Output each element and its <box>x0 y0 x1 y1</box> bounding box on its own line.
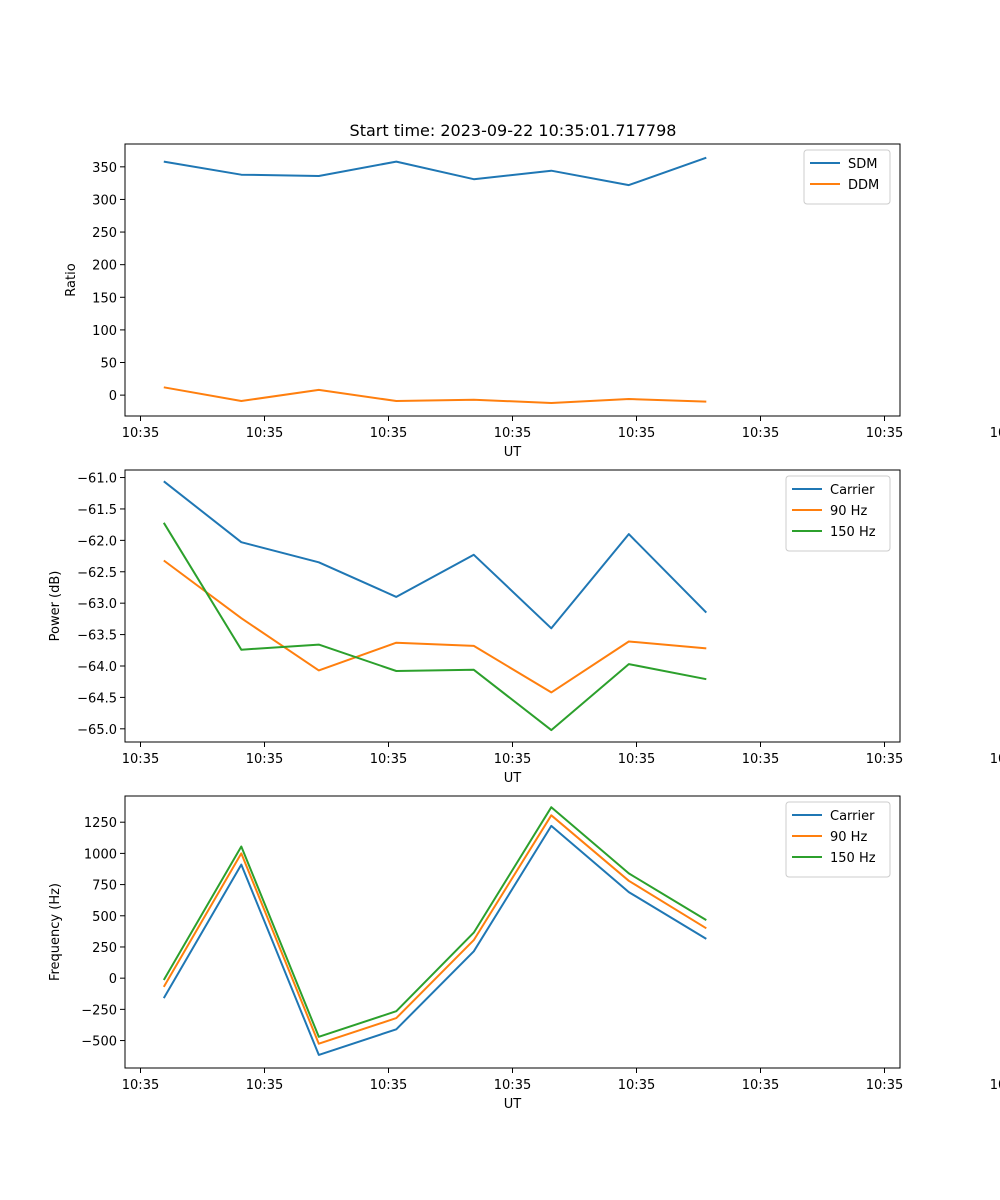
y-tick-label: 1250 <box>84 816 117 831</box>
x-axis-label: UT <box>504 445 522 460</box>
y-axis-label: Frequency (Hz) <box>48 883 63 981</box>
series-line-150-hz <box>162 806 707 1038</box>
x-tick-label: 10:36 <box>990 752 1000 767</box>
x-tick-label: 10:35 <box>618 1078 655 1093</box>
x-tick-label: 10:35 <box>494 426 531 441</box>
x-tick-label: 10:36 <box>990 426 1000 441</box>
x-tick-label: 10:35 <box>246 426 283 441</box>
series-line-sdm <box>163 156 707 187</box>
y-tick-label: −61.5 <box>77 503 117 518</box>
y-tick-label: 150 <box>92 291 117 306</box>
x-tick-label: 10:35 <box>494 752 531 767</box>
y-axis-label: Power (dB) <box>48 571 63 642</box>
legend-entry: 150 Hz <box>830 851 876 866</box>
legend: Carrier 90 Hz 150 Hz <box>785 475 891 552</box>
y-tick-label: −63.0 <box>77 597 117 612</box>
y-axis-label: Ratio <box>64 263 79 296</box>
subplot-3: 10:35 10:35 10:35 10:35 10:35 10:35 10:35 10:36… <box>48 795 1000 1112</box>
x-tick-label: 10:35 <box>742 426 779 441</box>
chart-title: Start time: 2023-09-22 10:35:01.717798 <box>350 121 677 140</box>
legend-entry: DDM <box>848 178 879 193</box>
legend-entry: 90 Hz <box>830 830 867 845</box>
x-axis-label: UT <box>504 1097 522 1112</box>
x-tick-label: 10:35 <box>122 1078 159 1093</box>
y-tick-label: 250 <box>92 226 117 241</box>
y-tick-label: 0 <box>109 389 117 404</box>
legend: Carrier 90 Hz 150 Hz <box>785 801 891 878</box>
series-line-90-hz <box>163 559 707 694</box>
legend-entry: 90 Hz <box>830 504 867 519</box>
x-tick-label: 10:35 <box>866 426 903 441</box>
y-tick-label: 300 <box>92 193 117 208</box>
series-line-carrier <box>162 824 707 1056</box>
legend: SDM DDM <box>803 149 891 205</box>
legend-frame <box>785 475 891 552</box>
y-tick-label: 250 <box>92 941 117 956</box>
subplot-1: 10:35 10:35 10:35 10:35 10:35 10:35 10:35 10:36… <box>64 143 1000 460</box>
legend-entry: Carrier <box>830 809 875 824</box>
x-tick-label: 10:35 <box>370 426 407 441</box>
y-tick-label: 1000 <box>84 847 117 862</box>
y-tick-label: 500 <box>92 910 117 925</box>
series-line-90-hz <box>162 814 707 1045</box>
x-tick-label: 10:35 <box>246 1078 283 1093</box>
x-tick-label: 10:35 <box>494 1078 531 1093</box>
x-tick-label: 10:35 <box>122 426 159 441</box>
series-line-carrier <box>163 480 708 630</box>
y-tick-label: −61.0 <box>77 472 117 487</box>
x-tick-label: 10:36 <box>990 1078 1000 1093</box>
y-tick-label: −64.0 <box>77 660 117 675</box>
y-tick-label: −65.0 <box>77 723 117 738</box>
x-tick-label: 10:35 <box>122 752 159 767</box>
x-tick-label: 10:35 <box>618 752 655 767</box>
y-tick-label: −62.5 <box>77 566 117 581</box>
legend-entry: SDM <box>848 157 877 172</box>
subplots: 10:35 10:35 10:35 10:35 10:35 10:35 10:35 10:36… <box>48 143 1000 1112</box>
x-tick-label: 10:35 <box>742 1078 779 1093</box>
series-line-ddm <box>163 386 707 404</box>
legend-entry: Carrier <box>830 483 875 498</box>
legend-frame <box>785 801 891 878</box>
x-tick-label: 10:35 <box>370 752 407 767</box>
y-tick-label: 50 <box>100 357 117 372</box>
series-line-150-hz <box>162 522 707 732</box>
x-tick-label: 10:35 <box>618 426 655 441</box>
x-tick-label: 10:35 <box>866 752 903 767</box>
y-tick-label: 0 <box>109 972 117 987</box>
y-tick-label: −250 <box>81 1003 117 1018</box>
subplot-2: 10:35 10:35 10:35 10:35 10:35 10:35 10:35 10:36… <box>48 469 1000 786</box>
x-tick-label: 10:35 <box>370 1078 407 1093</box>
x-tick-label: 10:35 <box>246 752 283 767</box>
y-tick-label: 100 <box>92 324 117 339</box>
y-tick-label: −62.0 <box>77 534 117 549</box>
y-tick-label: −500 <box>81 1035 117 1050</box>
legend-entry: 150 Hz <box>830 525 876 540</box>
y-tick-label: 350 <box>92 161 117 176</box>
y-tick-label: −63.5 <box>77 629 117 644</box>
y-tick-label: 750 <box>92 879 117 894</box>
x-tick-label: 10:35 <box>742 752 779 767</box>
y-tick-label: 200 <box>92 259 117 274</box>
y-tick-label: −64.5 <box>77 691 117 706</box>
x-tick-label: 10:35 <box>866 1078 903 1093</box>
x-axis-label: UT <box>504 771 522 786</box>
